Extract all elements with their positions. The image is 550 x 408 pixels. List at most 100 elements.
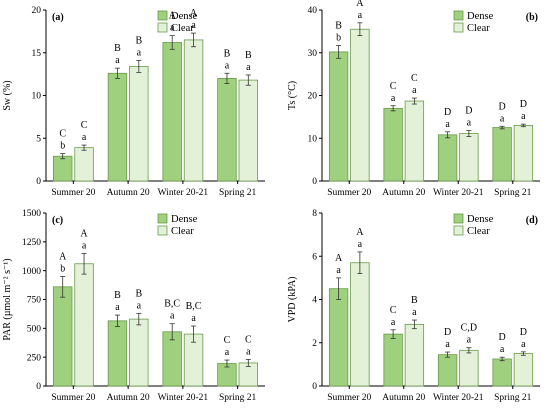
significance-lower-letter: a	[225, 347, 230, 358]
bar	[217, 78, 237, 182]
y-tick-label: 30	[308, 49, 318, 59]
legend-swatch-clear	[453, 225, 464, 236]
y-tick-label: 20	[32, 6, 42, 16]
significance-lower-letter: a	[500, 113, 505, 124]
significance-upper-letter: A	[356, 0, 364, 9]
x-tick-label: Summer 20	[327, 393, 371, 403]
significance-upper-letter: B	[411, 295, 418, 306]
chart-panel-3: 0 250 500 750 1000 1250 1500 PAR (µmol m⁻² s⁻¹)…	[2, 209, 265, 403]
significance-lower-letter: a	[246, 62, 251, 73]
legend-swatch-dense	[157, 10, 168, 21]
significance-lower-letter: a	[246, 346, 251, 357]
significance-upper-letter: A	[335, 253, 343, 264]
significance-upper-letter: B	[135, 35, 142, 46]
significance-upper-letter: C	[390, 305, 397, 316]
significance-upper-letter: A	[59, 251, 67, 262]
y-tick-label: 0	[312, 382, 317, 392]
legend-swatch-clear	[157, 22, 168, 33]
bar	[459, 133, 479, 182]
significance-upper-letter: C	[245, 334, 252, 345]
significance-upper-letter: D	[444, 327, 451, 338]
significance-upper-letter: B	[135, 288, 142, 299]
significance-upper-letter: D	[444, 107, 451, 118]
y-tick-label: 750	[27, 296, 42, 306]
significance-lower-letter: a	[336, 265, 341, 276]
legend-label-dense: Dense	[467, 214, 494, 225]
significance-lower-letter: a	[521, 339, 526, 350]
legend-label-clear: Clear	[171, 226, 194, 237]
significance-upper-letter: C	[411, 73, 418, 84]
significance-lower-letter: a	[82, 240, 87, 251]
y-tick-label: 0	[312, 177, 317, 187]
significance-lower-letter: a	[115, 302, 120, 313]
significance-lower-letter: a	[358, 239, 363, 250]
significance-upper-letter: D	[520, 327, 527, 338]
bar	[328, 288, 349, 387]
x-tick-label: Spring 21	[219, 393, 256, 403]
bar	[383, 333, 403, 387]
x-tick-label: Summer 20	[327, 188, 371, 198]
significance-lower-letter: a	[445, 119, 450, 130]
significance-lower-letter: a	[358, 10, 363, 21]
significance-upper-letter: D	[520, 99, 527, 110]
significance-upper-letter: D	[499, 101, 506, 112]
significance-lower-letter: a	[467, 335, 472, 346]
y-axis-title: Ts (°C)	[287, 81, 298, 110]
bar	[350, 28, 370, 182]
bar	[437, 354, 458, 387]
y-tick-label: 20	[308, 92, 318, 102]
bar	[383, 107, 403, 182]
bar	[107, 320, 128, 387]
x-tick-label: Summer 20	[51, 188, 95, 198]
bar	[183, 39, 204, 182]
y-axis-title: PAR (µmol m⁻² s⁻¹)	[2, 258, 13, 340]
significance-lower-letter: a	[115, 55, 120, 66]
y-tick-label: 500	[27, 325, 42, 335]
bar	[513, 353, 534, 387]
legend-swatch-dense	[453, 213, 464, 224]
y-tick-label: 4	[312, 296, 317, 306]
significance-upper-letter: B,C	[164, 299, 180, 310]
significance-lower-letter: a	[170, 311, 175, 322]
significance-upper-letter: C	[390, 81, 397, 92]
significance-upper-letter: A	[356, 227, 364, 238]
significance-lower-letter: a	[391, 93, 396, 104]
x-tick-label: Winter 20-21	[433, 188, 484, 198]
bar	[238, 79, 259, 182]
bar	[513, 125, 534, 182]
panel-label: (b)	[526, 12, 538, 23]
legend-swatch-dense	[453, 10, 464, 21]
y-tick-label: 0	[36, 382, 41, 392]
significance-upper-letter: B,C	[186, 301, 202, 312]
bar	[350, 262, 370, 387]
bar	[492, 358, 512, 387]
x-tick-label: Winter 20-21	[158, 393, 209, 403]
legend-swatch-dense	[157, 213, 168, 224]
bar	[107, 72, 128, 182]
bar	[52, 155, 73, 182]
significance-lower-letter: a	[391, 317, 396, 328]
significance-upper-letter: C	[59, 129, 66, 140]
x-tick-label: Autumn 20	[107, 393, 150, 403]
legend-label-dense: Dense	[171, 214, 198, 225]
significance-upper-letter: B	[224, 48, 231, 59]
significance-lower-letter: b	[60, 263, 65, 274]
bar	[437, 134, 458, 182]
significance-lower-letter: a	[521, 111, 526, 122]
x-tick-label: Winter 20-21	[433, 393, 484, 403]
bar	[404, 100, 425, 182]
y-tick-label: 0	[36, 177, 41, 187]
panel-label: (a)	[52, 12, 64, 23]
y-axis-title: VPD (kPA)	[287, 276, 298, 322]
legend-label-dense: Dense	[171, 11, 198, 22]
significance-upper-letter: C	[81, 120, 88, 131]
significance-lower-letter: a	[191, 20, 196, 31]
y-tick-label: 1250	[22, 238, 41, 248]
bar	[162, 42, 182, 182]
legend-label-clear: Clear	[467, 226, 490, 237]
significance-upper-letter: D	[465, 106, 472, 117]
y-tick-label: 15	[32, 49, 42, 59]
